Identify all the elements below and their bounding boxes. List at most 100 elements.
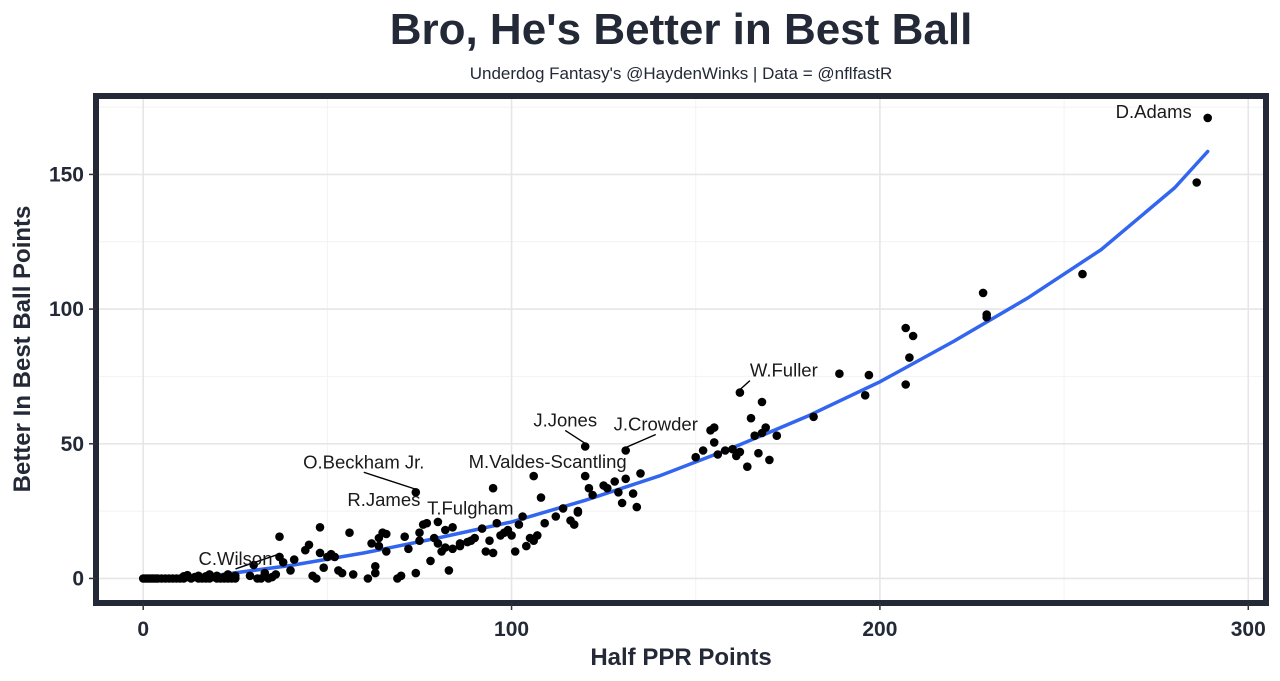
- data-point: [735, 447, 745, 457]
- data-point: [345, 528, 354, 537]
- annotation-leader: [235, 553, 280, 570]
- data-point: [422, 518, 432, 528]
- data-point: [754, 448, 763, 458]
- data-point: [289, 555, 299, 564]
- data-point: [809, 412, 818, 422]
- point-annotation: T.Fulgham: [427, 498, 513, 519]
- trend-layer: [141, 149, 1210, 581]
- data-point: [194, 571, 203, 581]
- data-point: [348, 570, 358, 579]
- data-point: [481, 547, 491, 556]
- annotation-leader: [564, 429, 586, 445]
- data-point: [540, 518, 549, 528]
- data-point: [315, 548, 325, 558]
- data-point: [636, 469, 645, 478]
- data-point: [735, 388, 745, 397]
- labels-layer: D.Adams W.Fuller J.Jones J.Crowder O.Beckham…: [198, 101, 1192, 570]
- data-point: [628, 489, 638, 498]
- x-tick-label: 100: [494, 618, 529, 641]
- annotation-leader: [625, 433, 657, 449]
- data-point: [709, 423, 719, 432]
- data-point: [522, 541, 531, 551]
- data-point: [396, 571, 406, 581]
- data-point: [982, 312, 991, 322]
- data-point: [514, 520, 524, 529]
- data-point: [614, 488, 623, 497]
- plot-border: [93, 93, 1269, 606]
- data-point: [455, 539, 465, 548]
- data-point: [441, 543, 450, 552]
- data-point: [1078, 269, 1087, 279]
- data-point: [691, 452, 700, 462]
- data-point: [1192, 178, 1201, 187]
- data-point: [312, 574, 321, 583]
- chart-title: Bro, He's Better in Best Ball: [390, 5, 973, 54]
- points-layer: [138, 113, 1212, 583]
- data-point: [860, 391, 870, 400]
- trend-line: [141, 149, 1210, 581]
- data-point: [382, 529, 391, 539]
- point-annotation: J.Crowder: [614, 414, 698, 435]
- data-point: [477, 524, 487, 533]
- x-tick-label: 300: [1231, 618, 1266, 641]
- data-point: [260, 568, 270, 578]
- data-point: [488, 483, 498, 493]
- data-point: [444, 566, 454, 575]
- x-axis-title: Half PPR Points: [590, 644, 771, 671]
- y-axis: 0 50 100 150: [49, 163, 96, 590]
- data-point: [415, 528, 424, 537]
- data-point: [580, 442, 590, 451]
- data-point: [507, 531, 516, 540]
- data-point: [617, 498, 627, 508]
- point-annotation: W.Fuller: [750, 360, 818, 381]
- data-point: [448, 523, 457, 532]
- data-point: [529, 471, 538, 481]
- data-point: [573, 508, 583, 517]
- data-point: [750, 431, 759, 441]
- data-point: [584, 483, 594, 493]
- data-point: [201, 572, 211, 581]
- data-point: [588, 490, 597, 500]
- data-point: [492, 518, 502, 528]
- grid: [99, 99, 1263, 600]
- data-point: [433, 517, 443, 527]
- data-point: [905, 353, 914, 362]
- data-point: [713, 450, 723, 459]
- data-point: [908, 331, 918, 341]
- data-point: [632, 502, 642, 512]
- data-point: [404, 544, 413, 554]
- data-point: [901, 323, 910, 333]
- data-point: [278, 558, 288, 567]
- y-tick-label: 0: [72, 567, 84, 590]
- data-point: [518, 512, 527, 521]
- data-point: [304, 540, 314, 550]
- point-annotation: D.Adams: [1116, 101, 1192, 122]
- data-point: [551, 512, 561, 521]
- data-point: [558, 504, 568, 513]
- data-point: [441, 525, 450, 535]
- data-point: [470, 533, 480, 543]
- data-point: [271, 570, 281, 579]
- data-point: [374, 541, 384, 551]
- chart-subtitle: Underdog Fantasy's @HaydenWinks | Data =…: [470, 64, 893, 83]
- data-point: [231, 571, 240, 581]
- data-point: [580, 471, 590, 481]
- data-point: [621, 474, 630, 484]
- data-point: [864, 370, 874, 380]
- data-point: [179, 572, 188, 581]
- point-annotation: R.James: [347, 489, 420, 510]
- data-point: [433, 539, 443, 548]
- data-point: [411, 488, 421, 497]
- x-tick-label: 0: [137, 618, 149, 641]
- data-point: [448, 544, 457, 554]
- data-point: [488, 548, 498, 558]
- point-annotation: O.Beckham Jr.: [303, 451, 424, 472]
- data-point: [363, 574, 373, 583]
- data-point: [901, 380, 910, 389]
- data-point: [978, 288, 988, 298]
- data-point: [426, 556, 435, 566]
- data-point: [212, 571, 222, 581]
- annotation-leader: [739, 380, 751, 391]
